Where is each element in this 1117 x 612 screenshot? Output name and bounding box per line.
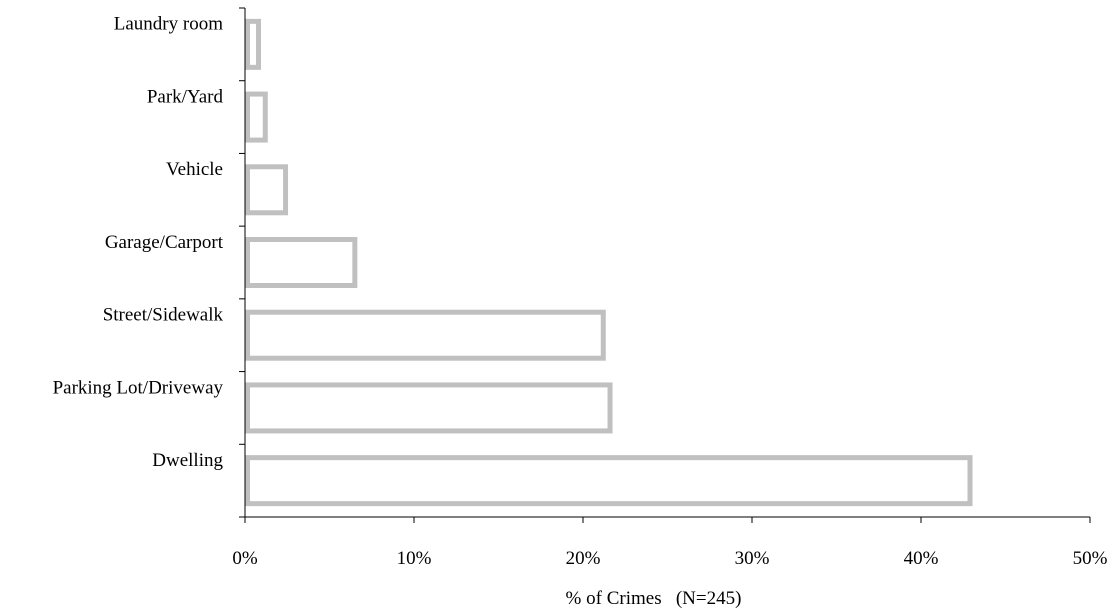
x-tick-label: 0% xyxy=(232,548,258,569)
bar-dwelling xyxy=(245,455,973,507)
bars-group xyxy=(245,18,973,507)
category-label: Laundry room xyxy=(114,14,223,35)
category-label: Park/Yard xyxy=(147,86,224,107)
bar-parking-lot-driveway xyxy=(245,382,613,434)
bar-garage-carport xyxy=(245,237,358,288)
x-tick-label: 50% xyxy=(1073,548,1108,569)
x-tick-label: 40% xyxy=(904,548,939,569)
ticks-group xyxy=(239,7,1091,523)
category-label: Garage/Carport xyxy=(105,232,224,253)
category-label: Dwelling xyxy=(152,450,223,471)
category-label: Vehicle xyxy=(166,159,223,180)
category-label: Street/Sidewalk xyxy=(103,305,224,326)
category-label: Parking Lot/Driveway xyxy=(53,377,224,398)
x-tick-label: 30% xyxy=(735,548,770,569)
x-tick-label: 10% xyxy=(397,548,432,569)
labels-group: Dwelling Parking Lot/Driveway Street/Sidew… xyxy=(53,14,1108,569)
x-axis-title: % of Crimes (N=245) xyxy=(566,588,742,609)
x-tick-label: 20% xyxy=(566,548,601,569)
bar-laundry-room xyxy=(245,18,262,70)
bar-park-yard xyxy=(245,91,268,143)
bar-vehicle xyxy=(245,164,289,216)
bar-street-sidewalk xyxy=(245,309,606,361)
axes-group xyxy=(244,8,1090,518)
